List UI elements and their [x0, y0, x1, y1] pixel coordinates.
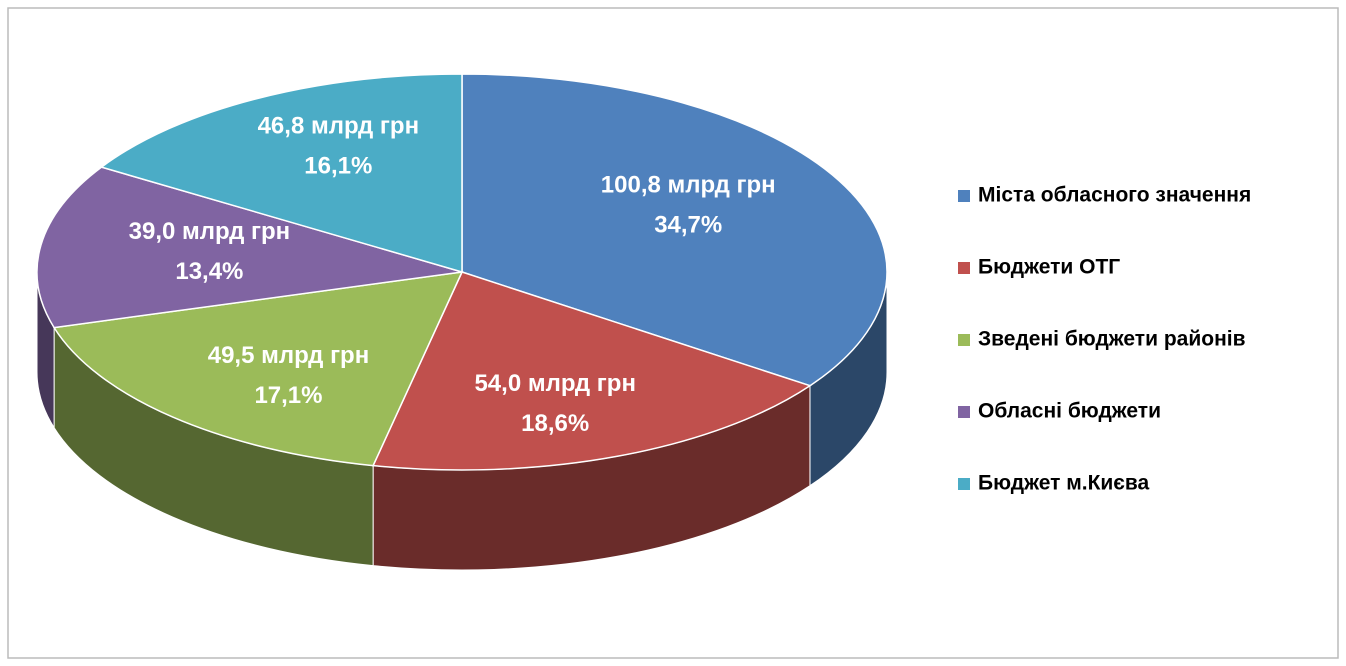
slice: [371, 271, 812, 471]
slice: [36, 166, 463, 329]
legend-label: Бюджет м.Києва: [978, 472, 1150, 495]
legend-marker: [958, 478, 970, 490]
legend-label: Міста обласного значення: [978, 184, 1251, 207]
percent-label: 16,1%: [304, 153, 372, 180]
data-label: 39,0 млрд грн: [129, 218, 291, 245]
legend-marker: [958, 334, 970, 346]
legend-marker: [958, 406, 970, 418]
legend-label: Обласні бюджети: [978, 400, 1161, 423]
percent-label: 18,6%: [521, 410, 589, 437]
data-label: 46,8 млрд грн: [258, 113, 420, 140]
percent-label: 13,4%: [175, 258, 243, 285]
slice: [461, 73, 888, 387]
slice: [52, 271, 464, 467]
legend-marker: [958, 262, 970, 274]
legend-label: Бюджети ОТГ: [978, 256, 1120, 279]
percent-label: 17,1%: [254, 382, 322, 409]
slice: [99, 73, 463, 273]
data-label: 100,8 млрд грн: [601, 172, 776, 199]
legend-marker: [958, 190, 970, 202]
percent-label: 34,7%: [654, 212, 722, 239]
data-label: 54,0 млрд грн: [474, 370, 636, 397]
data-label: 49,5 млрд грн: [208, 342, 370, 369]
legend-label: Зведені бюджети районів: [978, 328, 1246, 351]
